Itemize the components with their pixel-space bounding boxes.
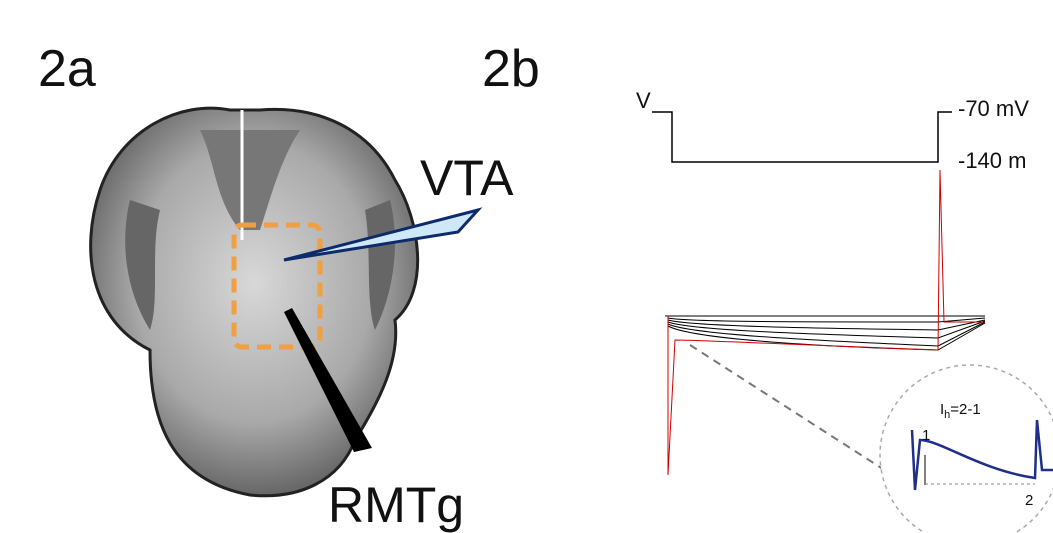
level-label: -140 m <box>958 148 1026 173</box>
panel-label: 2a <box>38 40 96 98</box>
voltage-step <box>652 112 952 162</box>
panel-label: 2b <box>482 40 540 98</box>
inset-title-rest: =2-1 <box>950 401 980 418</box>
point-label: 1 <box>922 427 930 444</box>
figure: 2a VTA RMTg 2b V -70 mV -140 m Ih=2-1 1 … <box>0 0 1053 533</box>
inset: Ih=2-1 1 2 <box>880 365 1053 533</box>
point-label: 2 <box>1025 492 1033 509</box>
voltage-label: V <box>636 88 651 113</box>
region-label: VTA <box>420 150 514 206</box>
region-label: RMTg <box>328 477 464 533</box>
level-label: -70 mV <box>958 96 1029 121</box>
